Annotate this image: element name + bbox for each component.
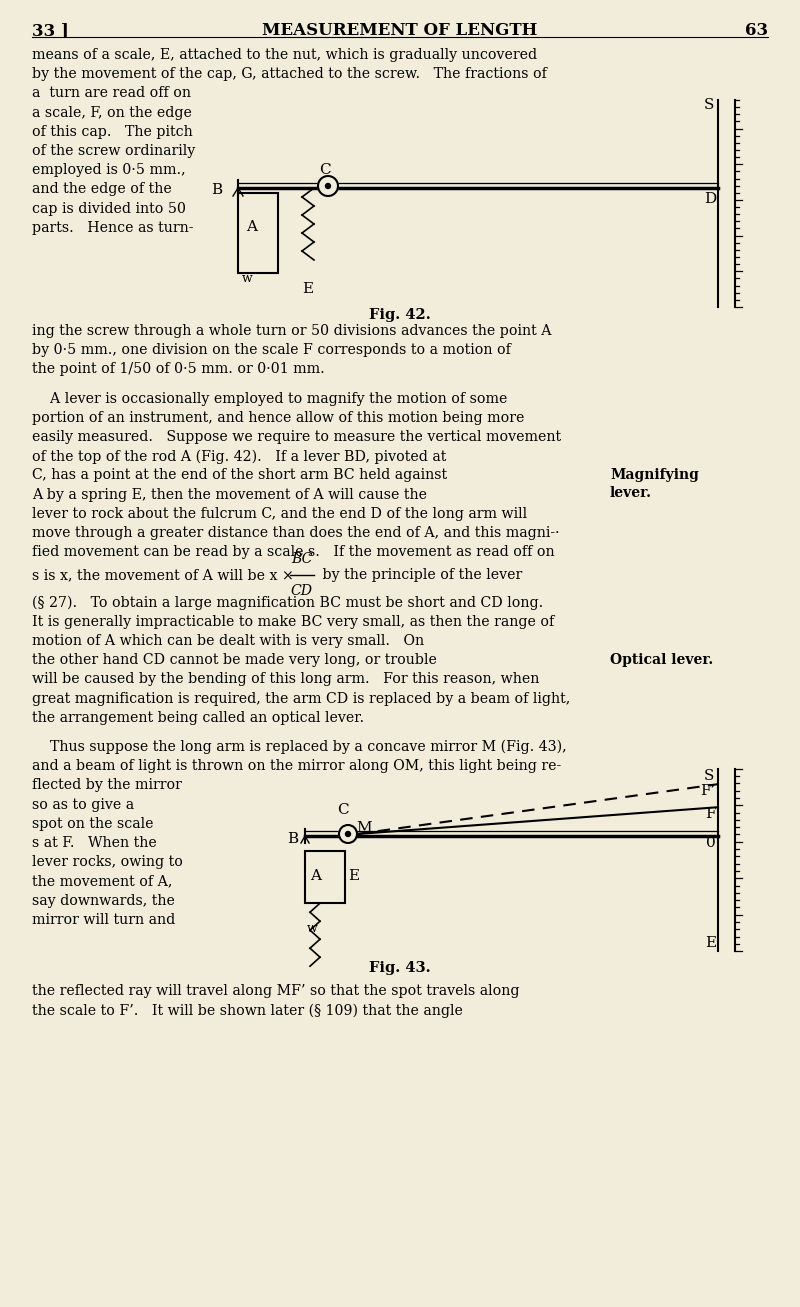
Text: C, has a point at the end of the short arm BC held against: C, has a point at the end of the short a… — [32, 468, 447, 482]
Text: motion of A which can be dealt with is very small.   On: motion of A which can be dealt with is v… — [32, 634, 424, 648]
Text: S: S — [704, 769, 714, 783]
Bar — [305, 851, 345, 903]
Circle shape — [318, 176, 338, 196]
Text: A lever is occasionally employed to magnify the motion of some: A lever is occasionally employed to magn… — [32, 392, 507, 405]
Text: a scale, F, on the edge: a scale, F, on the edge — [32, 106, 192, 120]
Text: great magnification is required, the arm CD is replaced by a beam of light,: great magnification is required, the arm… — [32, 691, 570, 706]
Text: w: w — [242, 272, 253, 285]
Text: lever to rock about the fulcrum C, and the end D of the long arm will: lever to rock about the fulcrum C, and t… — [32, 507, 527, 520]
Text: D: D — [704, 192, 716, 207]
Text: MEASUREMENT OF LENGTH: MEASUREMENT OF LENGTH — [262, 22, 538, 39]
Text: 63: 63 — [745, 22, 768, 39]
Text: Magnifying: Magnifying — [610, 468, 699, 482]
Text: a  turn are read off on: a turn are read off on — [32, 86, 191, 101]
Text: spot on the scale: spot on the scale — [32, 817, 154, 831]
Text: by 0·5 mm., one division on the scale F corresponds to a motion of: by 0·5 mm., one division on the scale F … — [32, 344, 511, 357]
Text: B: B — [287, 833, 298, 846]
Circle shape — [326, 183, 330, 188]
Text: of the screw ordinarily: of the screw ordinarily — [32, 144, 195, 158]
Text: It is generally impracticable to make BC very small, as then the range of: It is generally impracticable to make BC… — [32, 614, 554, 629]
Text: s is x, the movement of A will be x ×: s is x, the movement of A will be x × — [32, 569, 294, 583]
Text: E: E — [705, 936, 716, 950]
Text: 33 ]: 33 ] — [32, 22, 69, 39]
Text: lever.: lever. — [610, 486, 652, 499]
Text: w: w — [307, 923, 318, 936]
Text: C: C — [337, 804, 349, 817]
Text: lever rocks, owing to: lever rocks, owing to — [32, 855, 183, 869]
Text: BC: BC — [291, 552, 313, 566]
Text: E: E — [348, 869, 359, 882]
Text: Fig. 42.: Fig. 42. — [369, 308, 431, 322]
Text: A: A — [246, 220, 257, 234]
Text: parts.   Hence as turn-: parts. Hence as turn- — [32, 221, 194, 235]
Text: the movement of A,: the movement of A, — [32, 874, 172, 889]
Text: F’: F’ — [701, 784, 716, 799]
Text: B: B — [211, 183, 222, 197]
Text: the arrangement being called an optical lever.: the arrangement being called an optical … — [32, 711, 364, 725]
Text: M: M — [356, 821, 372, 835]
Text: flected by the mirror: flected by the mirror — [32, 779, 182, 792]
Text: of the top of the rod A (Fig. 42).   If a lever BD, pivoted at: of the top of the rod A (Fig. 42). If a … — [32, 450, 446, 464]
Bar — [238, 193, 278, 273]
Text: fied movement can be read by a scale s.   If the movement as read off on: fied movement can be read by a scale s. … — [32, 545, 554, 559]
Text: CD: CD — [291, 584, 313, 599]
Text: portion of an instrument, and hence allow of this motion being more: portion of an instrument, and hence allo… — [32, 410, 524, 425]
Text: A by a spring E, then the movement of A will cause the: A by a spring E, then the movement of A … — [32, 488, 427, 502]
Text: by the movement of the cap, G, attached to the screw.   The fractions of: by the movement of the cap, G, attached … — [32, 67, 547, 81]
Text: say downwards, the: say downwards, the — [32, 894, 175, 907]
Text: 0: 0 — [706, 836, 716, 850]
Text: cap is divided into 50: cap is divided into 50 — [32, 201, 186, 216]
Circle shape — [339, 825, 357, 843]
Text: of this cap.   The pitch: of this cap. The pitch — [32, 124, 193, 139]
Text: Thus suppose the long arm is replaced by a concave mirror M (Fig. 43),: Thus suppose the long arm is replaced by… — [32, 740, 566, 754]
Text: will be caused by the bending of this long arm.   For this reason, when: will be caused by the bending of this lo… — [32, 672, 539, 686]
Text: mirror will turn and: mirror will turn and — [32, 912, 175, 927]
Text: the point of 1/50 of 0·5 mm. or 0·01 mm.: the point of 1/50 of 0·5 mm. or 0·01 mm. — [32, 362, 325, 376]
Text: F: F — [706, 808, 716, 821]
Text: so as to give a: so as to give a — [32, 797, 134, 812]
Text: C: C — [319, 163, 331, 176]
Text: (§ 27).   To obtain a large magnification BC must be short and CD long.: (§ 27). To obtain a large magnification … — [32, 596, 543, 610]
Text: s at F.   When the: s at F. When the — [32, 836, 157, 850]
Text: the scale to F’.   It will be shown later (§ 109) that the angle: the scale to F’. It will be shown later … — [32, 1004, 463, 1018]
Text: means of a scale, E, attached to the nut, which is gradually uncovered: means of a scale, E, attached to the nut… — [32, 48, 537, 61]
Text: by the principle of the lever: by the principle of the lever — [318, 569, 522, 583]
Text: employed is 0·5 mm.,: employed is 0·5 mm., — [32, 163, 186, 178]
Text: move through a greater distance than does the end of A, and this magni-·: move through a greater distance than doe… — [32, 525, 560, 540]
Text: S: S — [704, 98, 714, 112]
Text: ing the screw through a whole turn or 50 divisions advances the point A: ing the screw through a whole turn or 50… — [32, 324, 551, 339]
Circle shape — [346, 831, 350, 836]
Text: Optical lever.: Optical lever. — [610, 654, 714, 667]
Text: Fig. 43.: Fig. 43. — [369, 961, 431, 975]
Text: E: E — [302, 282, 314, 295]
Text: and the edge of the: and the edge of the — [32, 183, 172, 196]
Text: and a beam of light is thrown on the mirror along OM, this light being re-: and a beam of light is thrown on the mir… — [32, 759, 562, 774]
Text: easily measured.   Suppose we require to measure the vertical movement: easily measured. Suppose we require to m… — [32, 430, 561, 444]
Text: the reflected ray will travel along MF’ so that the spot travels along: the reflected ray will travel along MF’ … — [32, 984, 519, 999]
Text: the other hand CD cannot be made very long, or trouble: the other hand CD cannot be made very lo… — [32, 654, 437, 667]
Text: A: A — [310, 869, 321, 882]
